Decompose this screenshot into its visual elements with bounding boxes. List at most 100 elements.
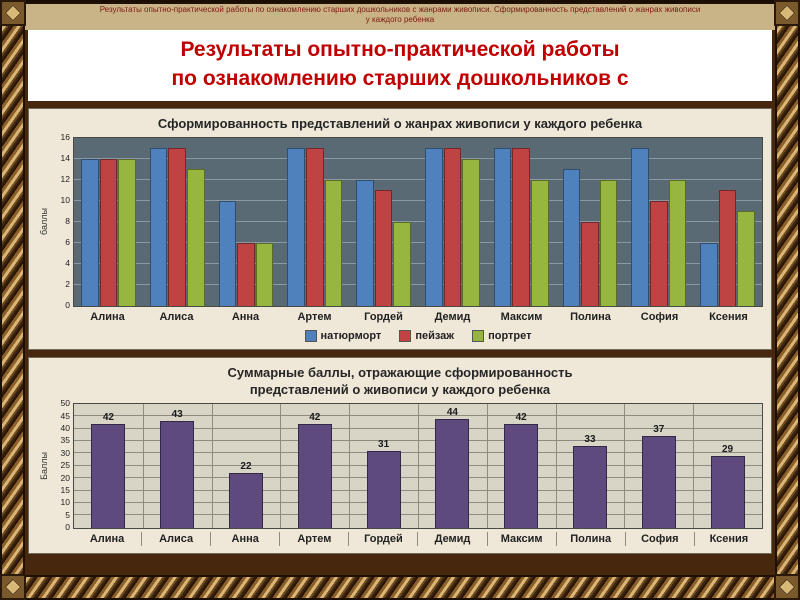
total-chart-title: Суммарные баллы, отражающие сформированн… [37,361,763,403]
x-axis-label: Максим [486,531,556,547]
bar [435,418,470,528]
bar-пейзаж [374,190,393,306]
bar-портрет [393,221,411,306]
x-axis-label: Полина [555,531,625,547]
y-tick-label: 25 [60,460,70,471]
bar [641,436,676,528]
bar-пейзаж [168,148,186,306]
bar-натюрморт [356,179,374,306]
total-chart-y-ticks: 0 5 10 15 20 25 30 35 40 45 50 [51,399,73,533]
genre-chart-y-axis-title: баллы [39,208,49,236]
slide-title-line2: по ознакомлению старших дошкольников с [171,67,629,91]
category-separator [142,403,144,528]
bar-value-label: 42 [309,411,321,423]
genre-chart-plot [73,136,763,307]
bar-value-label: 33 [584,433,596,445]
x-axis-label: Полина [570,310,611,323]
total-chart-body: Баллы 0 5 10 15 20 25 30 35 40 45 50 42 43 22 42 31 44 4… [37,399,763,548]
bar-group: 37 [624,404,693,528]
gridline [74,220,762,222]
bar-group: 42 [74,404,143,528]
slide: Результаты опытно-практической работы по… [25,4,775,575]
bar-group: 33 [556,404,625,528]
y-tick-label: 10 [60,497,70,508]
y-tick-label: 30 [60,447,70,458]
bar-пейзаж [99,158,118,306]
bar [366,450,401,528]
bar-портрет [530,179,549,306]
y-tick-label: 16 [60,132,70,143]
genre-chart-x-labels: Алина Алиса Анна Артем Гордей Демид Максим Поли… [73,307,763,326]
legend-item: пейзаж [399,329,455,342]
bar-натюрморт [562,169,581,306]
x-axis-label: Алина [90,310,125,323]
y-tick-label: 5 [65,509,70,520]
bar-пейзаж [718,190,737,306]
bar-group: 22 [212,404,281,528]
y-tick-label: 50 [60,398,70,409]
bar-портрет [462,158,480,306]
slide-header-note: Результаты опытно-практической работы по… [25,4,775,30]
bar-group [487,138,556,306]
total-chart-title-line1: Суммарные баллы, отражающие сформированн… [227,364,573,380]
total-chart-y-axis-title-col: Баллы [37,403,51,529]
x-axis-label: Алиса [141,531,210,547]
category-separator [555,403,557,528]
category-separator [211,403,213,528]
bar-groups: 42 43 22 42 31 44 42 33 37 29 [74,404,762,528]
bar-value-label: 31 [378,438,390,450]
bar-портрет [255,242,274,306]
y-tick-label: 15 [60,485,70,496]
total-chart-panel: Суммарные баллы, отражающие сформированн… [28,356,772,555]
frame-corner-ornament [0,0,26,26]
gridline [74,262,762,264]
bar-портрет [737,211,755,306]
bar [710,455,745,528]
y-tick-label: 40 [60,423,70,434]
legend-label: натюрморт [320,329,382,342]
y-tick-label: 4 [65,258,70,269]
y-tick-label: 12 [60,174,70,185]
x-axis-label: Алиса [159,310,194,323]
x-axis-label: Алина [89,532,125,545]
total-chart-plot: 42 43 22 42 31 44 42 33 37 29 [73,402,763,529]
bar-group [556,138,625,306]
legend-item: натюрморт [304,329,382,342]
header-note-line2: у каждого ребенка [365,15,435,25]
x-axis-label: Гордей [364,310,403,323]
bar-пейзаж [581,221,599,306]
category-separator [280,403,282,528]
y-tick-label: 14 [60,153,70,164]
bar-group [280,138,349,306]
bar-group: 31 [349,404,418,528]
y-tick-label: 45 [60,410,70,421]
legend-label: пейзаж [415,329,455,342]
x-axis-label: Гордей [348,531,417,547]
total-chart-plot-col: 42 43 22 42 31 44 42 33 37 29 Алина Алиса Анна Артем… [73,402,763,548]
gridline [74,241,762,243]
bar-натюрморт [700,242,718,306]
y-tick-label: 0 [65,300,70,311]
x-axis-label: Ксения [709,310,748,323]
x-axis-label: Артем [297,310,332,323]
category-separator [486,403,488,528]
bar-портрет [186,169,205,306]
category-separator [418,403,419,528]
category-separator [349,403,351,528]
total-chart-title-line2: представлений о живописи у каждого ребен… [249,381,551,397]
bar [504,423,539,528]
y-tick-label: 0 [65,522,70,533]
bar-group: 42 [280,404,349,528]
bar-group [349,138,418,306]
bar-group: 44 [418,404,487,528]
bar-натюрморт [493,148,512,306]
x-axis-label: Анна [210,531,279,547]
genre-chart-y-ticks: 0 2 4 6 8 10 12 14 16 [51,133,73,311]
bar-натюрморт [218,200,237,306]
legend-swatch [472,329,485,342]
gridline [74,178,762,180]
category-separator [693,403,695,528]
frame-corner-ornament [0,574,26,600]
gridline [74,157,762,159]
